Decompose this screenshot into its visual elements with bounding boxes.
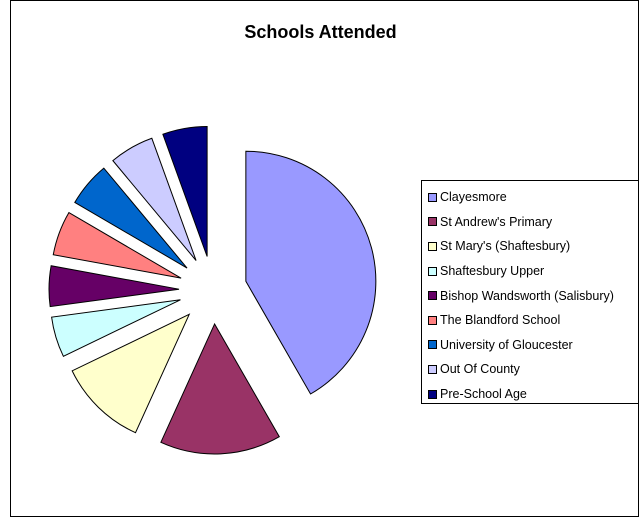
- pie-slice-4: [48, 265, 180, 308]
- legend-swatch: [428, 241, 437, 251]
- legend-item: Bishop Wandsworth (Salisbury): [422, 283, 638, 308]
- legend-item: St Mary's (Shaftesbury): [422, 234, 638, 259]
- chart-title: Schools Attended: [244, 22, 397, 42]
- legend-item: St Andrew's Primary: [422, 210, 638, 235]
- legend-item: Shaftesbury Upper: [422, 259, 638, 284]
- legend-swatch: [428, 291, 437, 301]
- legend-label: Bishop Wandsworth (Salisbury): [440, 288, 614, 303]
- legend-label: Clayesmore: [440, 190, 507, 205]
- legend-swatch: [428, 389, 437, 399]
- pie-slice-1: [160, 322, 280, 455]
- legend-swatch: [428, 217, 437, 227]
- pie-slice-2: [71, 313, 191, 434]
- legend-swatch: [428, 340, 437, 350]
- legend-label: Pre-School Age: [440, 387, 527, 402]
- legend-label: Shaftesbury Upper: [440, 264, 545, 279]
- legend-label: The Blandford School: [440, 313, 561, 328]
- pie-slice-5: [52, 211, 182, 279]
- legend-label: St Andrew's Primary: [440, 214, 553, 229]
- legend-swatch: [428, 315, 437, 325]
- legend-item: The Blandford School: [422, 308, 638, 333]
- legend-item: Pre-School Age: [422, 382, 638, 407]
- pie-slice-7: [112, 137, 197, 261]
- legend-item: University of Gloucester: [422, 333, 638, 358]
- pie-slice-0: [245, 150, 377, 395]
- pie-slice-6: [74, 167, 188, 269]
- legend: Clayesmore St Andrew's Primary St Mary's (…: [421, 180, 639, 404]
- pie-slice-3: [51, 299, 181, 357]
- legend-label: Out Of County: [440, 362, 520, 377]
- legend-item: Clayesmore: [422, 185, 638, 210]
- legend-swatch: [428, 266, 437, 276]
- legend-label: University of Gloucester: [440, 337, 573, 352]
- legend-swatch: [428, 364, 437, 374]
- legend-label: St Mary's (Shaftesbury): [440, 239, 571, 254]
- legend-item: Out Of County: [422, 357, 638, 382]
- pie-slice-8: [162, 126, 208, 257]
- legend-swatch: [428, 192, 437, 202]
